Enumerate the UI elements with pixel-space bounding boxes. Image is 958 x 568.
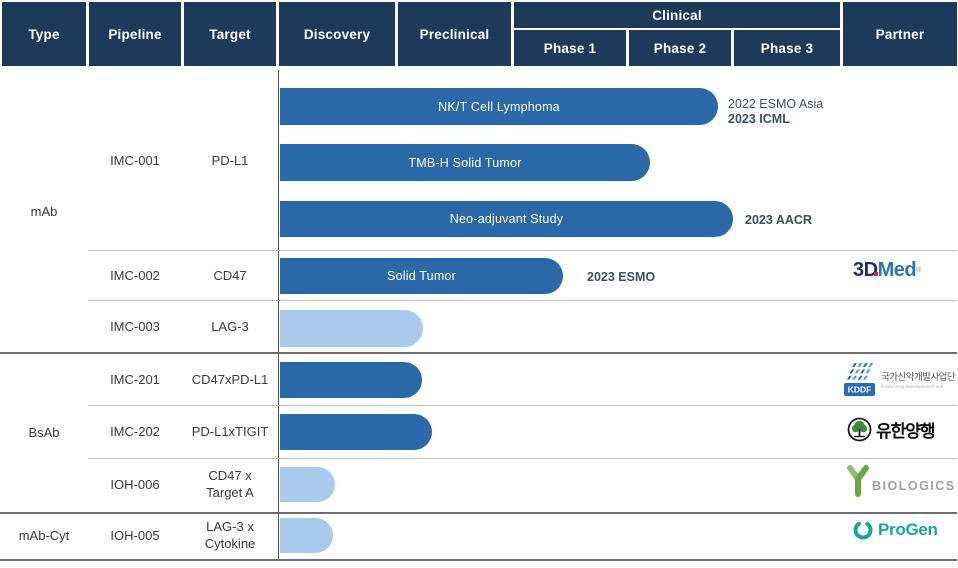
header-partner: Partner <box>843 2 957 66</box>
partner-logo-progen: ProGen <box>852 519 938 541</box>
pipeline-bar <box>280 467 335 502</box>
group-separator <box>0 512 957 514</box>
pipeline-bar <box>280 310 423 347</box>
header-type: Type <box>2 2 86 66</box>
partner-logo-yuhan: 유한양행 <box>847 417 936 442</box>
target-label: CD47xPD-L1 <box>184 370 276 388</box>
kddf-english-name: Korea Drug Development Fund <box>881 384 944 389</box>
progen-wordmark: ProGen <box>878 520 938 539</box>
pipeline-bar <box>280 414 432 450</box>
row-separator <box>88 300 957 301</box>
target-label: LAG-3 x Cytokine <box>184 517 276 553</box>
milestone-note: 2022 ESMO Asia 2023 ICML <box>728 97 823 126</box>
pipeline-name-label: IMC-003 <box>110 318 160 334</box>
logo-text: Med <box>877 259 917 281</box>
kddf-name: 국가신약개발사업단 Korea Drug Development Fund <box>881 369 956 389</box>
target-line: Cytokine <box>204 536 256 551</box>
pipeline-name-label: IOH-005 <box>110 527 160 543</box>
target-line: CD47 <box>213 267 247 283</box>
milestone-note-line: 2023 ICML <box>728 111 790 126</box>
target-line: CD47 x <box>208 468 252 483</box>
header-clinical: Clinical <box>514 2 840 28</box>
target-line: PD-L1xTIGIT <box>191 423 269 439</box>
header-preclinical: Preclinical <box>398 2 511 66</box>
type-group-label: BsAb <box>28 424 60 440</box>
svg-text:KDDF: KDDF <box>848 385 872 395</box>
bar-indication-label: Neo-adjuvant Study <box>449 212 564 226</box>
ybiologics-wordmark: BIOLOGICS <box>872 479 956 493</box>
target-line: Target A <box>206 485 254 500</box>
bar-indication-label: TMB-H Solid Tumor <box>408 155 522 170</box>
partner-logo-ybiologics: BIOLOGICS <box>845 464 956 498</box>
milestone-note: 2023 ESMO <box>587 270 655 285</box>
row-separator <box>88 458 957 459</box>
partner-logo-3dmed: 3D Med ® <box>853 259 921 282</box>
red-accent-icon <box>874 272 878 276</box>
pipeline-bar: TMB-H Solid Tumor <box>280 144 650 181</box>
pipeline-bar: Neo-adjuvant Study <box>280 201 733 237</box>
header-phase2: Phase 2 <box>629 30 731 66</box>
target-label: PD-L1 <box>184 151 276 169</box>
target-line: CD47xPD-L1 <box>191 371 269 387</box>
yuhan-korean-name: 유한양행 <box>876 422 936 441</box>
target-label: CD47 x Target A <box>184 466 276 502</box>
row-separator <box>88 250 957 251</box>
target-line: LAG-3 x <box>206 519 254 534</box>
header-target: Target <box>184 2 276 66</box>
registered-mark-icon: ® <box>916 267 921 274</box>
target-label: PD-L1xTIGIT <box>184 422 276 440</box>
bar-indication-label: Solid Tumor <box>387 269 456 283</box>
pipeline-bar <box>280 362 422 398</box>
kddf-emblem-icon: KDDF <box>844 363 875 396</box>
column-divider-line <box>278 70 279 561</box>
milestone-note-line: 2022 ESMO Asia <box>728 97 824 111</box>
header-phase1: Phase 1 <box>514 30 626 66</box>
pipeline-name-label: IOH-006 <box>110 476 160 492</box>
header-discovery: Discovery <box>279 2 395 66</box>
group-separator <box>0 352 957 354</box>
pipeline-bar: Solid Tumor <box>280 258 563 294</box>
pipeline-name-label: IMC-201 <box>110 371 160 387</box>
milestone-note-line: 2023 ESMO <box>587 270 656 284</box>
target-label: CD47 <box>184 266 276 284</box>
yuhan-tree-emblem-icon <box>847 417 872 442</box>
logo-text: 3D <box>853 259 878 281</box>
pipeline-name-label: IMC-001 <box>110 152 160 168</box>
target-line: PD-L1 <box>211 152 249 168</box>
bar-indication-label: NK/T Cell Lymphoma <box>438 99 560 114</box>
header-pipeline: Pipeline <box>89 2 181 66</box>
pipeline-bar: NK/T Cell Lymphoma <box>280 88 718 125</box>
milestone-note: 2023 AACR <box>745 213 812 228</box>
type-group-label: mAb-Cyt <box>18 528 70 543</box>
type-group-label: mAb <box>30 203 58 219</box>
target-line: LAG-3 <box>211 318 249 334</box>
antibody-y-icon <box>847 465 869 497</box>
milestone-note-line: 2023 AACR <box>745 213 812 227</box>
row-separator <box>88 405 957 406</box>
pipeline-name-label: IMC-202 <box>110 423 160 439</box>
kddf-korean-name: 국가신약개발사업단 <box>881 372 956 383</box>
partner-logo-kddf: KDDF 국가신약개발사업단 Korea Drug Development Fund <box>844 359 956 399</box>
target-label: LAG-3 <box>184 317 276 335</box>
group-separator <box>0 559 957 561</box>
header-phase3: Phase 3 <box>734 30 840 66</box>
pipeline-bar <box>280 518 333 553</box>
progen-ring-icon <box>853 520 873 540</box>
pipeline-name-label: IMC-002 <box>110 267 160 283</box>
